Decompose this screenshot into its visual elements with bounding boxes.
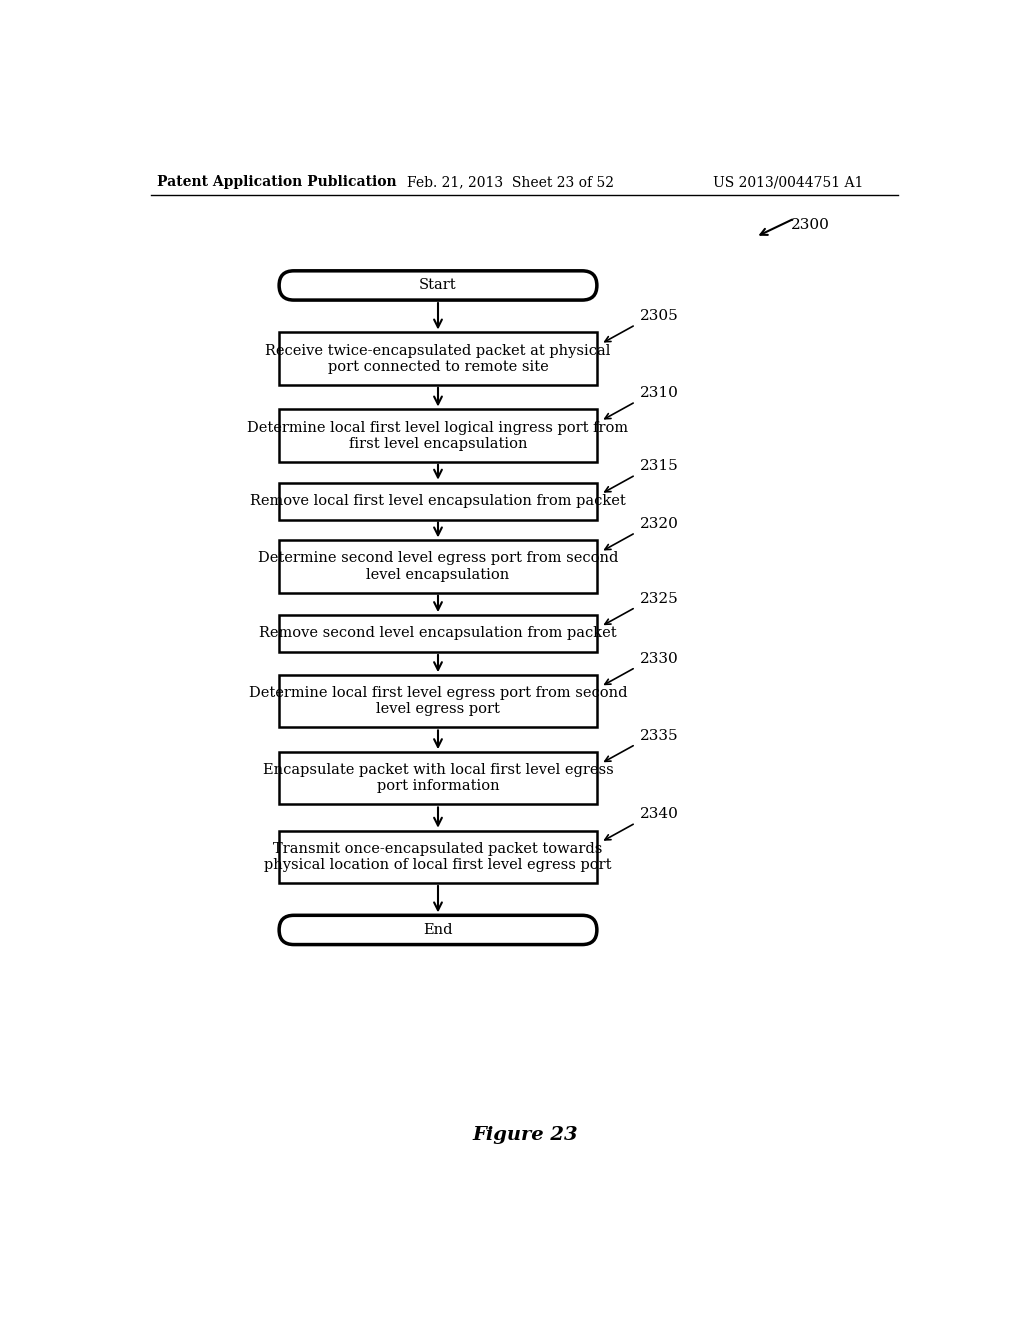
Bar (280, 675, 597, 727)
Bar (280, 333, 597, 385)
Bar (280, 483, 597, 520)
Bar (280, 752, 597, 804)
Bar (280, 409, 597, 462)
Text: 2335: 2335 (640, 729, 678, 743)
Text: Figure 23: Figure 23 (472, 1126, 578, 1143)
Text: Start: Start (419, 279, 457, 293)
FancyBboxPatch shape (280, 271, 597, 300)
Text: Encapsulate packet with local first level egress
port information: Encapsulate packet with local first leve… (262, 763, 613, 793)
Text: US 2013/0044751 A1: US 2013/0044751 A1 (713, 176, 863, 189)
Text: Feb. 21, 2013  Sheet 23 of 52: Feb. 21, 2013 Sheet 23 of 52 (407, 176, 614, 189)
Text: Remove second level encapsulation from packet: Remove second level encapsulation from p… (259, 627, 616, 640)
Text: Remove local first level encapsulation from packet: Remove local first level encapsulation f… (250, 494, 626, 508)
Text: 2330: 2330 (640, 652, 678, 665)
Text: Determine local first level logical ingress port from
first level encapsulation: Determine local first level logical ingr… (248, 421, 629, 450)
Text: Patent Application Publication: Patent Application Publication (158, 176, 397, 189)
Text: End: End (423, 923, 453, 937)
Text: Receive twice-encapsulated packet at physical
port connected to remote site: Receive twice-encapsulated packet at phy… (265, 343, 610, 374)
Text: Determine second level egress port from second
level encapsulation: Determine second level egress port from … (258, 552, 618, 582)
Text: 2340: 2340 (640, 808, 678, 821)
Bar (280, 830, 597, 883)
Text: 2315: 2315 (640, 459, 678, 474)
Text: 2320: 2320 (640, 517, 678, 531)
FancyBboxPatch shape (280, 915, 597, 945)
Text: 2300: 2300 (791, 219, 829, 232)
Text: Determine local first level egress port from second
level egress port: Determine local first level egress port … (249, 686, 628, 717)
Text: 2325: 2325 (640, 591, 678, 606)
Text: 2305: 2305 (640, 309, 678, 323)
Bar (280, 615, 597, 652)
Text: 2310: 2310 (640, 387, 678, 400)
Bar (280, 540, 597, 593)
Text: Transmit once-encapsulated packet towards
physical location of local first level: Transmit once-encapsulated packet toward… (264, 842, 611, 873)
